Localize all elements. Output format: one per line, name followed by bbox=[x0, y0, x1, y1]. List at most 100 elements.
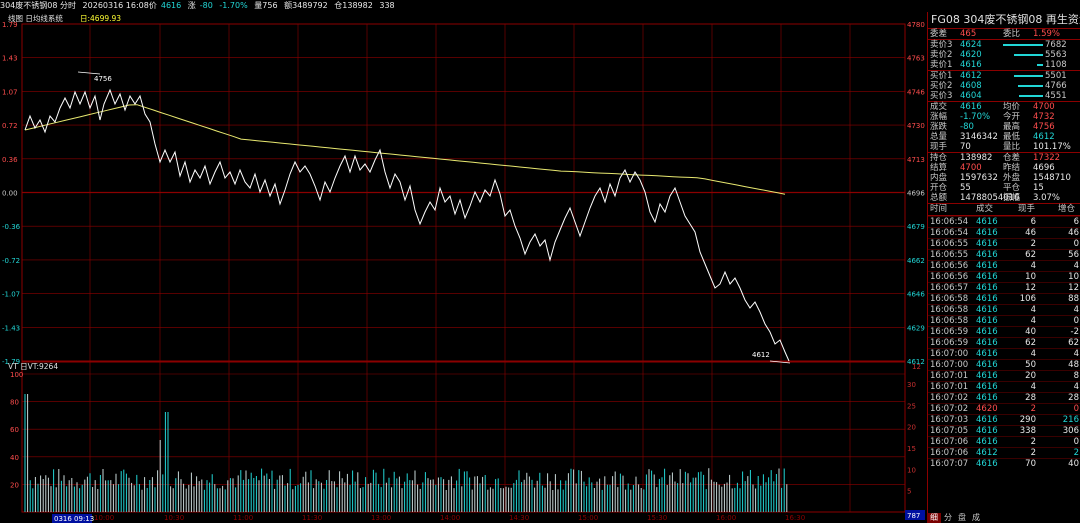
tab-minute[interactable]: 分 bbox=[944, 513, 952, 522]
trade-volume: 额3489792 bbox=[284, 1, 328, 10]
tick-time: 16:07:07 bbox=[930, 459, 969, 469]
stat-label: 量比 bbox=[1003, 142, 1021, 152]
tick-time: 16:06:58 bbox=[930, 305, 969, 315]
tab-detail[interactable]: 细 bbox=[927, 513, 941, 523]
time-tick: 15:00 bbox=[578, 514, 598, 522]
time-axis: 10:00 10:30 11:00 11:30 13:00 14:00 14:30 15:00… bbox=[94, 514, 805, 522]
stat-label: 今开 bbox=[1003, 112, 1021, 122]
price-line bbox=[24, 88, 790, 362]
tick-row[interactable]: 16:06:58 4616 4 4 bbox=[928, 304, 1080, 315]
quote-panel: FG08 304废不锈钢08 再生资源 委差 465 委比 1.59% 卖价3 … bbox=[927, 12, 1080, 523]
bid-price: 4604 bbox=[960, 91, 982, 101]
y-tick-right: 4713 bbox=[907, 156, 925, 164]
tick-row[interactable]: 16:06:57 4616 12 12 bbox=[928, 282, 1080, 293]
tick-price: 4616 bbox=[976, 305, 998, 315]
value: 1.59% bbox=[1033, 29, 1061, 39]
tab-book[interactable]: 盘 bbox=[958, 513, 966, 522]
stat-label: 结算 bbox=[930, 163, 948, 173]
tick-price: 4616 bbox=[976, 393, 998, 403]
contract-category: 再生资源 bbox=[1045, 13, 1080, 26]
bid-qty: 5501 bbox=[1045, 71, 1067, 81]
y-tick-right: 4746 bbox=[907, 88, 925, 96]
tick-delta: 12 bbox=[1068, 283, 1079, 293]
stat-row: 总量 3146342 最低 4612 bbox=[928, 132, 1080, 142]
stat-value: 4756 bbox=[1033, 122, 1055, 132]
tick-row[interactable]: 16:06:59 4616 62 62 bbox=[928, 337, 1080, 348]
tick-row[interactable]: 16:06:54 4616 46 46 bbox=[928, 227, 1080, 238]
right-corner-box bbox=[905, 510, 925, 520]
tick-row[interactable]: 16:07:03 4616 290 216 bbox=[928, 414, 1080, 425]
y-tick-right: 4612 bbox=[907, 358, 925, 366]
tick-price: 4616 bbox=[976, 338, 998, 348]
tick-row[interactable]: 16:07:06 4612 2 2 bbox=[928, 447, 1080, 458]
tick-row[interactable]: 16:06:55 4616 62 56 bbox=[928, 249, 1080, 260]
tick-row[interactable]: 16:06:56 4616 10 10 bbox=[928, 271, 1080, 282]
stat-row: 开仓 55 平仓 15 bbox=[928, 183, 1080, 193]
stat-label: 昨结 bbox=[1003, 163, 1021, 173]
y-tick-left: 1.79 bbox=[2, 21, 18, 29]
tick-row[interactable]: 16:07:01 4616 4 4 bbox=[928, 381, 1080, 392]
bid-volume-bar bbox=[1019, 95, 1043, 97]
tick-row[interactable]: 16:06:59 4616 40 -2 bbox=[928, 326, 1080, 337]
y-tick-left: -0.36 bbox=[2, 223, 21, 231]
tick-price: 4616 bbox=[976, 239, 998, 249]
tick-time: 16:06:54 bbox=[930, 217, 969, 227]
tick-row[interactable]: 16:07:00 4616 4 4 bbox=[928, 348, 1080, 359]
bid-row[interactable]: 买价1 4612 5501 bbox=[928, 71, 1080, 81]
bid-row[interactable]: 买价2 4608 4766 bbox=[928, 81, 1080, 91]
tick-delta: 6 bbox=[1073, 217, 1079, 227]
tick-delta: 48 bbox=[1068, 360, 1079, 370]
intraday-chart[interactable]: 线图 日均线系统 日:4699.93 1.79 1.43 1.07 0.72 0.36 0… bbox=[0, 12, 927, 523]
stat-label: 外盘 bbox=[1003, 173, 1021, 183]
tick-row[interactable]: 16:06:55 4616 2 0 bbox=[928, 238, 1080, 249]
tick-row[interactable]: 16:07:07 4616 70 40 bbox=[928, 458, 1080, 469]
tick-row[interactable]: 16:06:58 4616 106 88 bbox=[928, 293, 1080, 304]
change-percent: -1.70% bbox=[219, 1, 248, 10]
tick-row[interactable]: 16:07:00 4616 50 48 bbox=[928, 359, 1080, 370]
ask-row[interactable]: 卖价2 4620 5563 bbox=[928, 50, 1080, 60]
ask-row[interactable]: 卖价1 4616 1108 bbox=[928, 60, 1080, 70]
tick-price: 4616 bbox=[976, 283, 998, 293]
tick-delta: 40 bbox=[1068, 459, 1079, 469]
stat-value: 138982 bbox=[960, 153, 993, 163]
tick-row[interactable]: 16:07:02 4616 28 28 bbox=[928, 392, 1080, 403]
stat-label: 最低 bbox=[1003, 132, 1021, 142]
tab-trades[interactable]: 成 bbox=[972, 513, 980, 522]
tick-price: 4616 bbox=[976, 228, 998, 238]
instrument-title: 304废不锈钢08 分时 bbox=[0, 1, 76, 10]
volume-axis-left: 100 80 60 40 20 bbox=[10, 371, 23, 489]
cursor-time-box bbox=[52, 514, 92, 523]
tick-row[interactable]: 16:07:05 4616 338 306 bbox=[928, 425, 1080, 436]
label: 委差 bbox=[930, 29, 948, 39]
volume-tick-right: 15 bbox=[907, 445, 916, 453]
tick-row[interactable]: 16:07:01 4616 20 8 bbox=[928, 370, 1080, 381]
tick-time: 16:07:02 bbox=[930, 393, 969, 403]
y-tick-left: -1.43 bbox=[2, 324, 20, 332]
tick-time: 16:06:58 bbox=[930, 316, 969, 326]
main-legend: 线图 日均线系统 bbox=[8, 13, 63, 23]
tick-qty: 106 bbox=[1019, 294, 1036, 304]
cursor-time: 0316 09:13 bbox=[54, 515, 94, 523]
tick-row[interactable]: 16:06:56 4616 4 4 bbox=[928, 260, 1080, 271]
ask-row[interactable]: 卖价3 4624 7682 bbox=[928, 40, 1080, 50]
tick-row[interactable]: 16:06:58 4616 4 0 bbox=[928, 315, 1080, 326]
bid-price: 4612 bbox=[960, 71, 982, 81]
tick-delta: 0 bbox=[1073, 316, 1079, 326]
ask-book: 卖价3 4624 7682 卖价2 4620 5563 卖价1 4616 110… bbox=[928, 39, 1080, 70]
time-tick: 15:30 bbox=[647, 514, 667, 522]
y-tick-left: 1.07 bbox=[2, 88, 18, 96]
tick-row[interactable]: 16:07:02 4620 2 0 bbox=[928, 403, 1080, 414]
tick-row[interactable]: 16:07:06 4616 2 0 bbox=[928, 436, 1080, 447]
tick-row[interactable]: 16:06:54 4616 6 6 bbox=[928, 216, 1080, 227]
tick-price: 4616 bbox=[976, 316, 998, 326]
tick-delta: 0 bbox=[1073, 437, 1079, 447]
stat-value: -1.70% bbox=[960, 112, 991, 122]
tick-list[interactable]: 16:06:54 4616 6 6 16:06:54 4616 46 46 16… bbox=[928, 216, 1080, 469]
bid-volume-bar bbox=[1014, 75, 1043, 77]
bid-row[interactable]: 买价3 4604 4551 bbox=[928, 91, 1080, 101]
y-axis-left: 1.79 1.43 1.07 0.72 0.36 0.00 -0.36 -0.72 -1.07 -… bbox=[2, 21, 21, 366]
bid-qty: 4766 bbox=[1045, 81, 1067, 91]
tick-price: 4616 bbox=[976, 459, 998, 469]
trade-amount: 量756 bbox=[254, 1, 278, 10]
stat-label: 涨跌 bbox=[930, 122, 948, 132]
